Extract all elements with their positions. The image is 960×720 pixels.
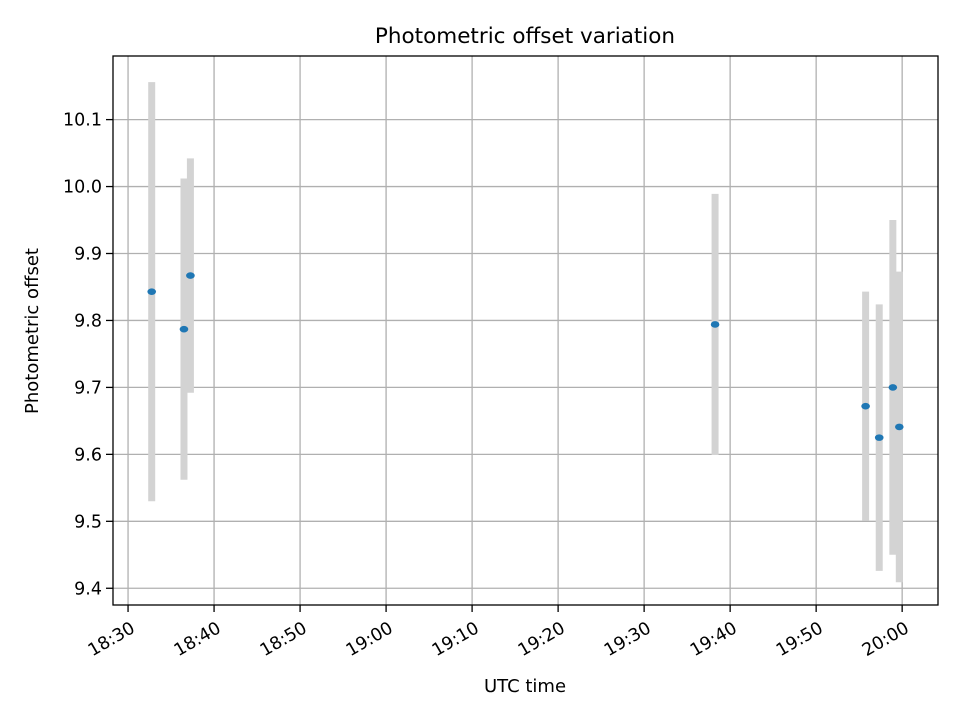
data-point — [186, 272, 195, 279]
data-point — [710, 321, 720, 328]
data-point — [888, 384, 898, 391]
chart-title: Photometric offset variation — [375, 24, 675, 49]
data-point — [147, 288, 157, 295]
y-tick-label: 9.9 — [74, 245, 102, 265]
data-point — [874, 434, 884, 441]
y-axis-title: Photometric offset — [22, 248, 43, 414]
y-axis-ticks: 9.4 9.5 9.6 9.7 9.8 9.9 10.0 10.1 — [63, 111, 113, 599]
y-tick-label: 9.7 — [74, 378, 102, 398]
y-tick-label: 9.4 — [74, 579, 102, 599]
plot-area-frame — [112, 55, 939, 606]
data-point — [179, 325, 189, 333]
data-point — [894, 423, 904, 431]
y-tick-label: 10.1 — [63, 111, 102, 131]
markers — [147, 272, 904, 441]
y-tick-label: 9.5 — [74, 512, 102, 532]
data-point — [861, 402, 870, 410]
y-tick-label: 10.0 — [63, 178, 102, 198]
x-axis-title: UTC time — [484, 676, 566, 697]
y-tick-label: 9.6 — [74, 445, 102, 465]
y-tick-label: 9.8 — [74, 311, 102, 331]
